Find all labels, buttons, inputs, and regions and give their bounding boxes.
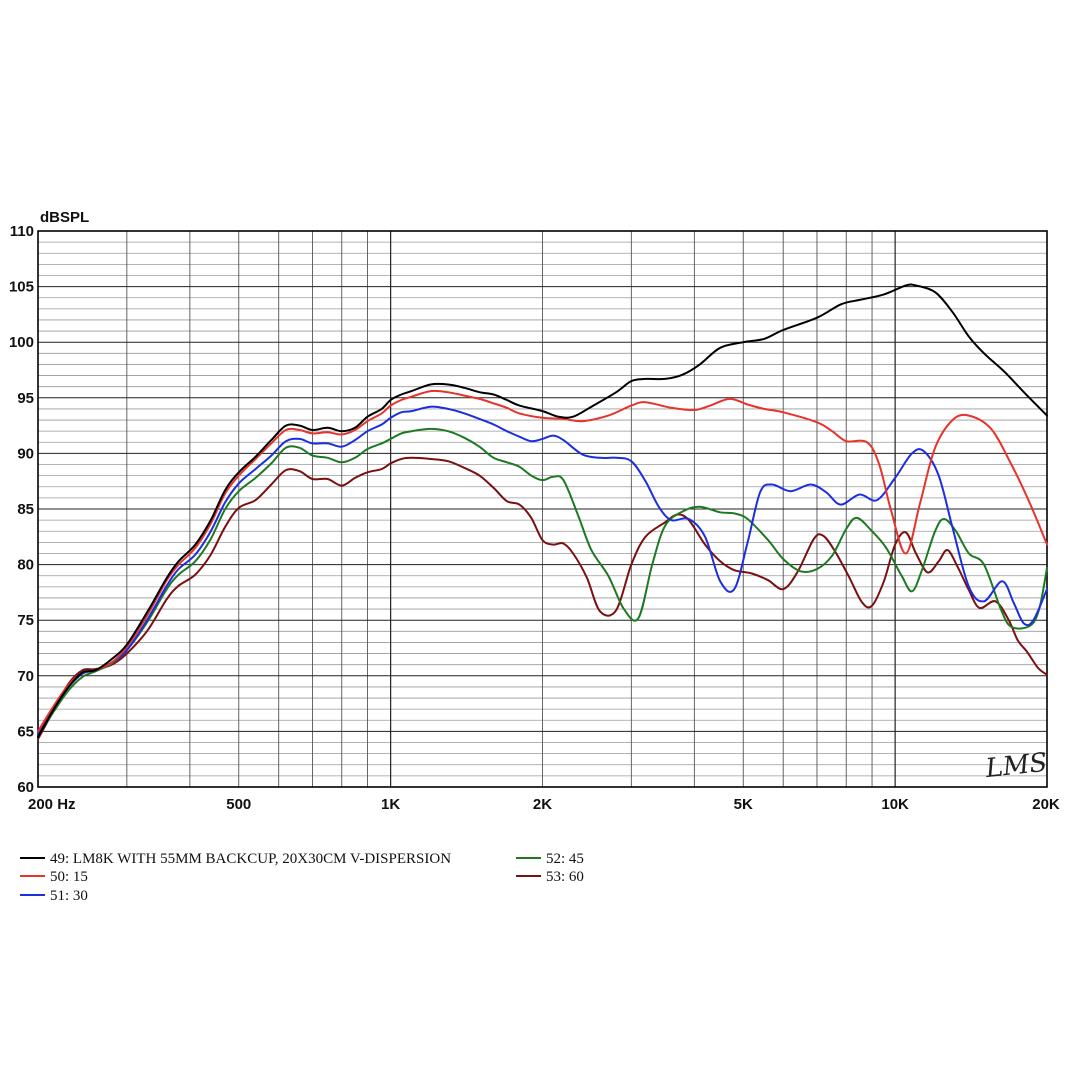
legend-label: 49: LM8K WITH 55MM BACKCUP, 20X30CM V-DI… — [50, 851, 451, 867]
series-line-1 — [37, 283, 1048, 738]
grid-major — [38, 231, 1047, 787]
legend-label: 51: 30 — [50, 888, 88, 904]
y-tick-label: 60 — [17, 779, 34, 796]
y-tick-label: 70 — [17, 668, 34, 685]
legend-item: 49: LM8K WITH 55MM BACKCUP, 20X30CM V-DI… — [20, 851, 451, 867]
y-axis-title: dBSPL — [40, 209, 89, 226]
lms-logo: LMS — [983, 748, 1048, 784]
y-tick-label: 95 — [17, 390, 34, 407]
x-tick-label: 500 — [226, 796, 251, 813]
y-tick-label: 85 — [17, 501, 34, 518]
y-tick-label: 65 — [17, 723, 34, 740]
x-tick-label: 1K — [381, 796, 400, 813]
grid-minor — [38, 231, 1047, 787]
series-layer — [37, 283, 1048, 741]
series-line-4 — [37, 427, 1048, 737]
y-tick-label: 110 — [10, 223, 34, 240]
x-tick-label: 10K — [881, 796, 909, 813]
y-tick-label: 90 — [17, 445, 34, 462]
y-tick-label: 80 — [17, 557, 34, 574]
x-tick-label: 2K — [533, 796, 552, 813]
legend: 49: LM8K WITH 55MM BACKCUP, 20X30CM V-DI… — [20, 851, 584, 904]
x-tick-label: 5K — [734, 796, 753, 813]
legend-label: 52: 45 — [546, 851, 584, 867]
legend-label: 53: 60 — [546, 869, 584, 885]
y-tick-label: 75 — [17, 612, 34, 629]
x-tick-label: 200 Hz — [28, 796, 76, 813]
legend-item: 51: 30 — [20, 888, 88, 904]
plot-frame — [37, 230, 1048, 788]
y-tick-label: 100 — [9, 334, 34, 351]
series-line-2 — [37, 389, 1048, 733]
x-tick-label: 20K — [1032, 796, 1060, 813]
legend-item: 52: 45 — [516, 851, 584, 867]
legend-item: 50: 15 — [20, 869, 88, 885]
legend-label: 50: 15 — [50, 869, 88, 885]
y-tick-label: 105 — [9, 279, 34, 296]
x-tick-labels: 200 Hz 500 1K 2K 5K 10K 20K — [28, 796, 1060, 813]
y-tick-labels: 60 65 70 75 80 85 90 95 100 105 110 — [9, 223, 34, 796]
legend-item: 53: 60 — [516, 869, 584, 885]
